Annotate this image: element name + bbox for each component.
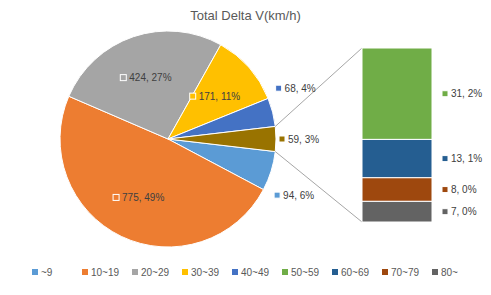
label-key — [276, 85, 282, 91]
chart: Total Delta V(km/h) 94, 6% 775, 49% 424, 27… — [0, 0, 491, 295]
bar-segment — [362, 139, 432, 177]
label: 31, 2% — [451, 88, 482, 99]
legend-label: 70~79 — [391, 267, 420, 278]
legend-key — [232, 269, 238, 275]
label-key — [120, 75, 126, 81]
connector — [275, 48, 362, 126]
legend-key — [332, 269, 338, 275]
legend-label: 30~39 — [191, 267, 220, 278]
label: 59, 3% — [288, 134, 319, 145]
bar-segment — [362, 201, 432, 222]
legend-key — [32, 269, 38, 275]
legend: ~9 10~19 20~29 30~39 40~49 50~59 60~69 70~79 80~ — [32, 267, 458, 278]
legend-label: 20~29 — [141, 267, 170, 278]
bar-segment — [362, 48, 432, 139]
legend-key — [382, 269, 388, 275]
label-key — [190, 93, 196, 99]
label-key — [442, 156, 448, 162]
label: 8, 0% — [451, 184, 477, 195]
legend-key — [82, 269, 88, 275]
label: 775, 49% — [122, 192, 164, 203]
legend-label: ~9 — [41, 267, 53, 278]
label-key — [274, 192, 280, 198]
bar-segment — [362, 178, 432, 202]
legend-key — [132, 269, 138, 275]
label: 7, 0% — [451, 206, 477, 217]
connector — [275, 152, 362, 222]
legend-label: 80~ — [441, 267, 458, 278]
label: 94, 6% — [283, 190, 314, 201]
legend-label: 50~59 — [291, 267, 320, 278]
label-key — [442, 187, 448, 193]
label-key — [279, 136, 285, 142]
legend-label: 40~49 — [241, 267, 270, 278]
label: 171, 11% — [199, 91, 241, 102]
label-key — [442, 91, 448, 97]
legend-key — [432, 269, 438, 275]
legend-label: 10~19 — [91, 267, 120, 278]
legend-key — [282, 269, 288, 275]
legend-key — [182, 269, 188, 275]
breakout-bar — [362, 48, 432, 222]
label: 13, 1% — [451, 153, 482, 164]
pie — [60, 31, 276, 247]
legend-label: 60~69 — [341, 267, 370, 278]
label-key — [113, 194, 119, 200]
label: 424, 27% — [129, 72, 171, 83]
title: Total Delta V(km/h) — [190, 8, 301, 23]
label-key — [442, 209, 448, 215]
pie-slice — [168, 126, 276, 151]
label: 68, 4% — [285, 83, 316, 94]
